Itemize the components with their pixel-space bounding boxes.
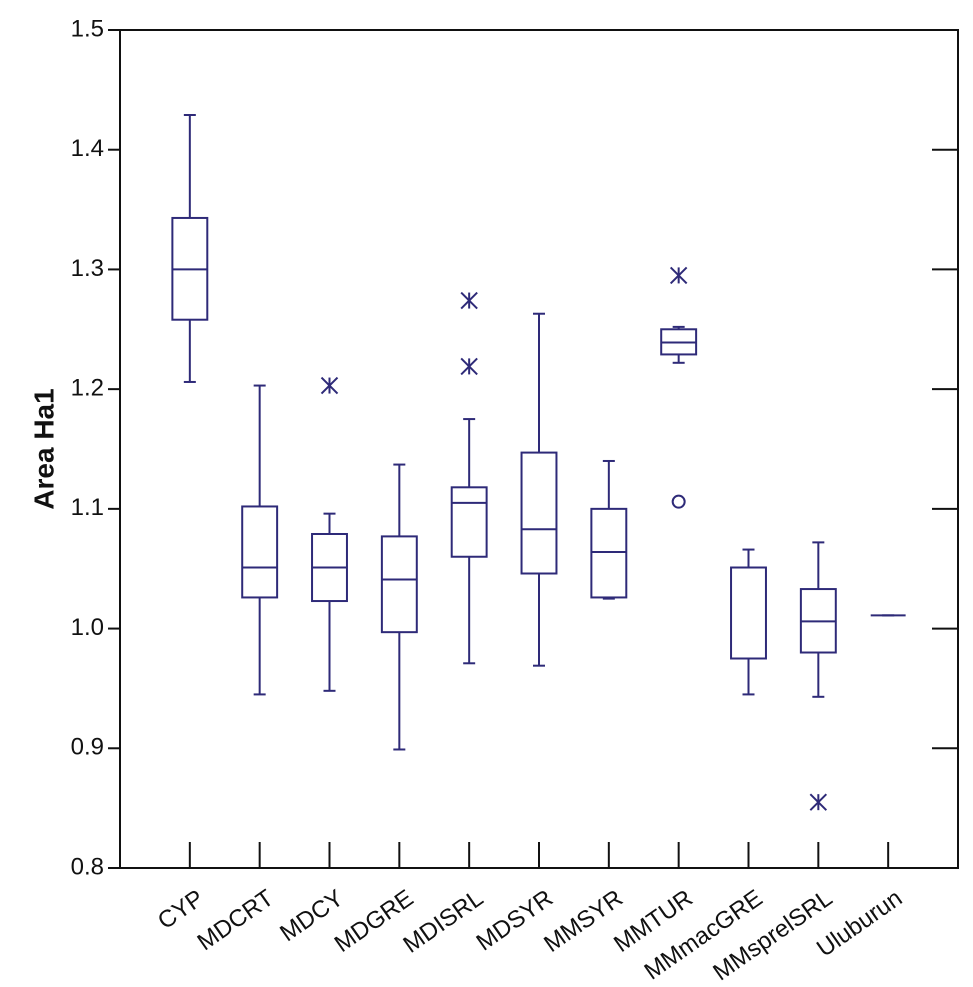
y-tick-label: 1.0 (71, 614, 104, 641)
outlier (809, 793, 828, 811)
box (520, 451, 558, 575)
box (590, 507, 628, 599)
y-tick-label: 1.3 (71, 255, 104, 282)
x-tick-label: MMSYR (539, 885, 628, 958)
outlier (669, 266, 688, 285)
x-tick-label: MDCRT (193, 884, 279, 956)
box (380, 535, 418, 634)
far-outlier (671, 494, 686, 509)
outlier (460, 357, 478, 376)
outlier (460, 291, 478, 310)
y-tick-label: 0.9 (71, 734, 104, 761)
y-tick-label: 0.8 (71, 853, 104, 880)
y-tick-label: 1.5 (71, 15, 104, 42)
outlier (320, 376, 339, 395)
y-tick-label: 1.2 (71, 374, 104, 401)
y-tick-label: 1.1 (71, 494, 104, 521)
box (450, 486, 488, 558)
box (730, 566, 767, 660)
y-axis-label: Area Ha1 (28, 388, 59, 509)
y-tick-label: 1.4 (71, 135, 104, 162)
box (241, 505, 279, 599)
x-tick-label: MDISRL (398, 885, 488, 959)
